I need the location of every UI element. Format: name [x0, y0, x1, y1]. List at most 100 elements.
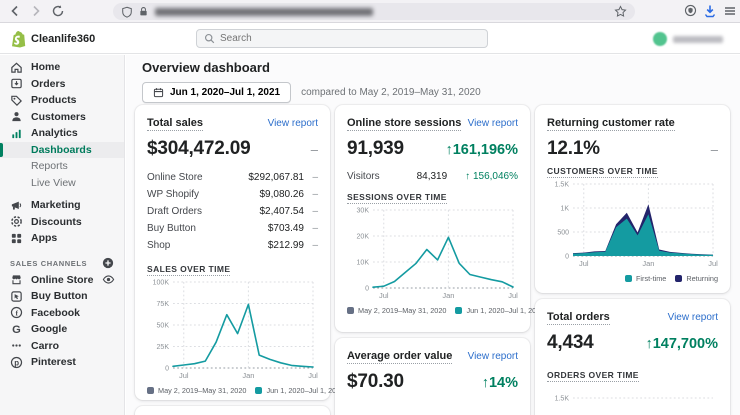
view-report-link-sessions[interactable]: View report [467, 118, 518, 129]
svg-text:f: f [15, 309, 18, 318]
sidebar-item-products[interactable]: Products [0, 92, 124, 109]
home-icon [10, 61, 23, 74]
view-report-link-aov[interactable]: View report [467, 351, 518, 362]
lock-icon[interactable] [138, 6, 149, 18]
svg-text:Jul: Jul [508, 291, 518, 300]
global-search[interactable] [196, 29, 488, 48]
view-store-eye-icon[interactable] [102, 273, 115, 286]
search-input[interactable] [220, 33, 480, 44]
facebook-icon: f [10, 306, 23, 319]
average-order-value-card: Average order value View report $70.30 ↑… [335, 338, 530, 415]
sessions-change: ↑161,196% [445, 142, 518, 158]
person-icon [10, 110, 23, 123]
main-content: Overview dashboard Jun 1, 2020–Jul 1, 20… [126, 55, 740, 415]
orders-change: ↑147,700% [645, 336, 718, 352]
discount-icon [10, 215, 23, 228]
aov-value: $70.30 [347, 371, 404, 392]
view-report-link-total-sales[interactable]: View report [267, 118, 318, 129]
date-range-button[interactable]: Jun 1, 2020–Jul 1, 2021 [142, 82, 292, 103]
card-title-total-orders: Total orders [547, 311, 610, 325]
blurred-user-name [673, 36, 723, 43]
table-row: Buy Button $703.49– [147, 223, 318, 234]
view-report-link-orders[interactable]: View report [667, 312, 718, 323]
sales-over-time-chart: 0 25K 50K 75K 100K Jul Jan Jul [147, 277, 318, 381]
carro-icon [10, 339, 23, 352]
sidebar-item-live-view[interactable]: Live View [31, 176, 76, 189]
section-label-sales-over-time: SALES OVER TIME [147, 264, 231, 276]
table-row: Online Store $292,067.81– [147, 172, 318, 183]
sidebar-item-analytics[interactable]: Analytics [0, 125, 124, 142]
sidebar-item-facebook[interactable]: f Facebook [0, 305, 124, 322]
sidebar-item-dashboards[interactable]: Dashboards [0, 141, 124, 158]
sidebar-item-customers[interactable]: Customers [0, 109, 124, 126]
svg-text:500: 500 [557, 230, 569, 237]
download-icon[interactable] [703, 4, 717, 18]
bar-chart-icon [10, 127, 23, 140]
aov-change: ↑14% [481, 375, 518, 391]
svg-text:Jul: Jul [708, 259, 718, 268]
returning-customer-rate-card: Returning customer rate 12.1% – CUSTOMER… [535, 105, 730, 293]
sidebar-item-orders[interactable]: Orders [0, 76, 124, 93]
partial-card [135, 406, 330, 415]
legend-swatch-returning [675, 275, 683, 282]
svg-text:50K: 50K [157, 323, 170, 330]
menu-hamburger-icon[interactable] [723, 4, 737, 18]
svg-text:Jan: Jan [442, 291, 454, 300]
svg-text:1K: 1K [560, 206, 569, 213]
sidebar-item-online-store[interactable]: Online Store [0, 272, 124, 289]
returning-rate-comparison: – [710, 142, 718, 157]
reload-icon[interactable] [51, 4, 65, 18]
forward-icon[interactable] [29, 4, 43, 18]
sidebar-item-buy-button[interactable]: Buy Button [0, 288, 124, 305]
svg-text:0: 0 [165, 366, 169, 373]
total-sales-comparison: – [310, 142, 318, 157]
sidebar-item-marketing[interactable]: Marketing [0, 197, 124, 214]
tracking-shield-icon[interactable] [121, 6, 133, 18]
sidebar-item-discounts[interactable]: Discounts [0, 214, 124, 231]
sidebar-item-home[interactable]: Home [0, 59, 124, 76]
total-orders-card: Total orders View report 4,434 ↑147,700%… [535, 299, 730, 415]
section-label-orders-over-time: ORDERS OVER TIME [547, 370, 639, 382]
svg-text:0: 0 [565, 254, 569, 261]
svg-text:0: 0 [365, 286, 369, 293]
card-title-aov: Average order value [347, 350, 453, 364]
blurred-url-text [155, 7, 373, 16]
total-sales-card: Total sales View report $304,472.09 – On… [135, 105, 344, 400]
svg-text:20K: 20K [357, 234, 370, 241]
sales-breakdown-list: Online Store $292,067.81– WP Shopify $9,08… [147, 169, 318, 254]
total-sales-value: $304,472.09 [147, 138, 251, 159]
account-shield-icon[interactable] [684, 4, 697, 17]
section-label-sessions-over-time: SESSIONS OVER TIME [347, 192, 447, 204]
legend-swatch-current [255, 387, 263, 394]
megaphone-icon [10, 199, 23, 212]
svg-text:p: p [14, 358, 19, 367]
sidebar-item-reports[interactable]: Reports [31, 160, 68, 173]
user-avatar[interactable] [653, 32, 667, 46]
bookmark-star-icon[interactable] [614, 5, 627, 18]
address-bar[interactable] [113, 3, 635, 20]
sidebar-item-google[interactable]: G Google [0, 321, 124, 338]
tag-icon [10, 94, 23, 107]
storefront-icon [10, 273, 23, 286]
legend-swatch-first-time [624, 275, 632, 282]
chart-legend: First-time Returning [547, 274, 718, 283]
table-row: Shop $212.99– [147, 240, 318, 251]
sidebar-item-apps[interactable]: Apps [0, 230, 124, 247]
calendar-icon [153, 87, 164, 98]
store-name[interactable]: Cleanlife360 [31, 33, 96, 45]
sidebar-item-pinterest[interactable]: p Pinterest [0, 354, 124, 371]
add-channel-icon[interactable] [102, 257, 114, 269]
browser-toolbar [0, 0, 740, 23]
returning-rate-value: 12.1% [547, 138, 600, 159]
chart-legend: May 2, 2019–May 31, 2020 Jun 1, 2020–Jul… [147, 386, 344, 395]
card-title-sessions: Online store sessions [347, 117, 462, 131]
legend-swatch-compare [347, 307, 354, 314]
svg-text:30K: 30K [357, 208, 370, 215]
sessions-value: 91,939 [347, 138, 404, 159]
sidebar-item-carro[interactable]: Carro [0, 338, 124, 355]
shopify-logo-icon[interactable] [10, 30, 26, 48]
back-icon[interactable] [8, 4, 22, 18]
page-title: Overview dashboard [142, 60, 270, 75]
svg-text:100K: 100K [153, 280, 170, 287]
svg-text:1.5K: 1.5K [555, 396, 570, 403]
